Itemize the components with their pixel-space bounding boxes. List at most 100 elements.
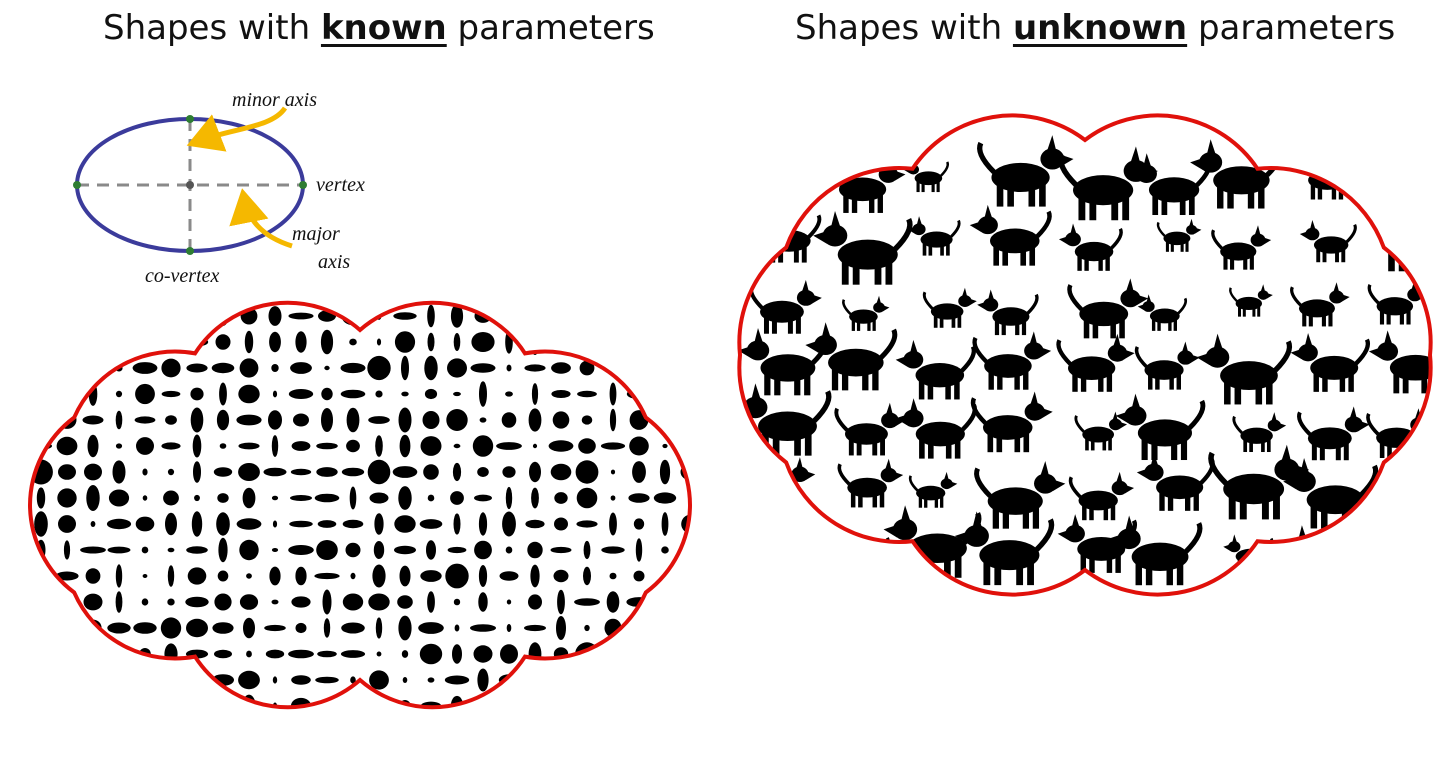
pattern-ellipse xyxy=(423,464,439,480)
pattern-ellipse xyxy=(523,306,547,326)
pattern-ellipse xyxy=(524,624,546,632)
pattern-ellipse xyxy=(211,362,235,374)
pattern-ellipse xyxy=(478,512,488,536)
pattern-ellipse xyxy=(369,670,389,690)
pattern-ellipse xyxy=(579,360,595,376)
pattern-ellipse xyxy=(342,519,364,529)
cloud-unknown-outline xyxy=(737,113,1433,597)
dog-silhouette xyxy=(1283,525,1368,588)
dog-silhouette xyxy=(1211,225,1272,270)
pattern-ellipse xyxy=(686,669,690,691)
pattern-ellipse xyxy=(288,389,314,399)
pattern-ellipse xyxy=(58,365,76,371)
dog-silhouette xyxy=(1368,206,1431,272)
pattern-ellipse xyxy=(55,571,79,581)
pattern-ellipse xyxy=(12,392,19,397)
pattern-ellipse xyxy=(496,442,522,450)
pattern-ellipse xyxy=(57,695,77,708)
dog-silhouette xyxy=(813,211,913,285)
dog-silhouette xyxy=(895,398,978,459)
title-left-emphasis: known xyxy=(320,8,447,48)
major-axis-arrow xyxy=(229,188,293,249)
pattern-ellipse xyxy=(142,574,148,578)
pattern-ellipse xyxy=(13,548,17,553)
dog-silhouette xyxy=(1074,411,1128,451)
label-major: major xyxy=(292,223,340,245)
pattern-ellipse xyxy=(291,596,311,608)
pattern-ellipse xyxy=(186,618,208,638)
pattern-ellipse xyxy=(655,362,675,374)
pattern-ellipse xyxy=(528,408,542,432)
dog-silhouette xyxy=(954,511,1055,586)
pattern-ellipse xyxy=(164,643,178,665)
pattern-ellipse xyxy=(290,495,312,501)
pattern-ellipse xyxy=(37,668,45,692)
pattern-ellipse xyxy=(115,564,123,588)
pattern-ellipse xyxy=(427,494,435,502)
pattern-ellipse xyxy=(401,650,409,658)
pattern-ellipse xyxy=(578,438,596,454)
pattern-ellipse xyxy=(132,362,158,374)
pattern-ellipse xyxy=(451,723,462,742)
label-vertex: vertex xyxy=(316,174,365,196)
pattern-ellipse xyxy=(654,624,676,632)
pattern-ellipse xyxy=(217,570,229,582)
pattern-ellipse xyxy=(341,467,365,477)
pattern-ellipse xyxy=(479,381,487,407)
pattern-ellipse xyxy=(525,519,545,529)
pattern-ellipse xyxy=(630,620,648,636)
pattern-ellipse xyxy=(687,331,690,353)
pattern-ellipse xyxy=(167,598,175,606)
pattern-ellipse xyxy=(637,365,641,371)
pattern-ellipse xyxy=(272,676,278,684)
pattern-ellipse xyxy=(90,521,96,527)
pattern-ellipse xyxy=(419,519,443,529)
pattern-ellipse xyxy=(186,696,208,708)
pattern-ellipse xyxy=(680,306,690,326)
pattern-ellipse xyxy=(687,600,690,604)
pattern-ellipse xyxy=(660,668,670,692)
pattern-ellipse xyxy=(161,337,181,347)
dog-silhouette xyxy=(837,458,904,508)
pattern-ellipse xyxy=(10,571,21,581)
pattern-ellipse xyxy=(295,622,307,634)
pattern-ellipse xyxy=(12,417,19,423)
pattern-ellipse xyxy=(584,624,590,632)
pattern-ellipse xyxy=(349,338,357,346)
dog-silhouette xyxy=(974,461,1066,529)
pattern-ellipse xyxy=(218,537,228,563)
pattern-ellipse xyxy=(554,492,568,504)
pattern-ellipse xyxy=(550,546,572,554)
pattern-ellipse xyxy=(504,693,514,708)
dog-silhouette xyxy=(1208,444,1309,520)
pattern-ellipse xyxy=(35,384,47,404)
pattern-ellipse xyxy=(190,407,204,433)
pattern-ellipse xyxy=(89,677,97,683)
dog-silhouette xyxy=(742,153,804,200)
pattern-ellipse xyxy=(89,729,97,734)
pattern-ellipse xyxy=(244,330,254,354)
pattern-ellipse xyxy=(161,442,181,450)
pattern-ellipse xyxy=(13,600,17,605)
title-unknown-parameters: Shapes with unknown parameters xyxy=(795,8,1395,48)
pattern-ellipse xyxy=(167,565,175,587)
pattern-ellipse xyxy=(193,461,201,483)
pattern-ellipse xyxy=(609,382,617,406)
pattern-ellipse xyxy=(321,387,333,401)
pattern-ellipse xyxy=(317,650,337,658)
pattern-ellipse xyxy=(191,511,203,537)
pattern-ellipse xyxy=(271,364,279,372)
pattern-ellipse xyxy=(213,467,233,477)
pattern-ellipse xyxy=(419,643,443,665)
dog-silhouette xyxy=(1068,471,1135,521)
cloud-known xyxy=(8,280,693,742)
pattern-ellipse xyxy=(291,724,311,740)
pattern-ellipse xyxy=(397,595,413,609)
pattern-ellipse xyxy=(8,280,21,300)
title-right-emphasis: unknown xyxy=(1012,8,1188,48)
pattern-ellipse xyxy=(288,649,314,659)
pattern-ellipse xyxy=(506,624,512,632)
dog-silhouette xyxy=(1137,294,1188,331)
dog-silhouette xyxy=(972,331,1052,390)
